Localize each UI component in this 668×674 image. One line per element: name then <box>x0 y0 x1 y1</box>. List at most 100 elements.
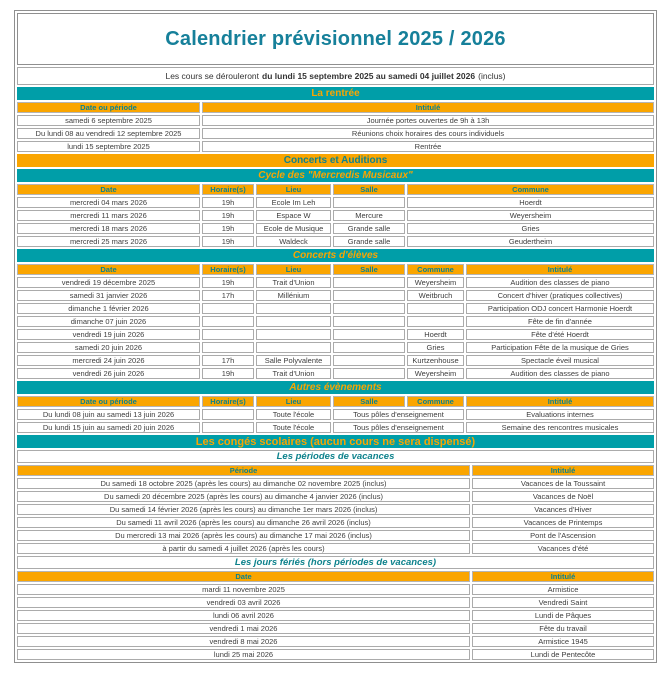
table-cell <box>256 303 331 314</box>
section-bar-jours-feries: Les jours fériés (hors périodes de vacan… <box>17 556 654 569</box>
table-row: Du mercredi 13 mai 2026 (après les cours… <box>17 530 654 541</box>
page-title: Calendrier prévisionnel 2025 / 2026 <box>17 13 654 65</box>
table-cell: Mercure <box>333 210 405 221</box>
table-cell: Kurtzenhouse <box>407 355 464 366</box>
table-cell <box>333 355 405 366</box>
table-cell: vendredi 19 juin 2026 <box>17 329 200 340</box>
table-cell: Millénium <box>256 290 331 301</box>
table-cell: Toute l'école <box>256 422 331 433</box>
table-cell: Waldeck <box>256 236 331 247</box>
table-cell: Vacances d'été <box>472 543 654 554</box>
table-cell: mercredi 18 mars 2026 <box>17 223 200 234</box>
table-cell: 19h <box>202 223 254 234</box>
table-cell <box>202 329 254 340</box>
column-header: Intitulé <box>466 264 654 275</box>
section-bar-conges: Les congés scolaires (aucun cours ne ser… <box>17 435 654 448</box>
table-cell: samedi 6 septembre 2025 <box>17 115 200 126</box>
table-cell: lundi 15 septembre 2025 <box>17 141 200 152</box>
column-header: Salle <box>333 396 405 407</box>
table-cell: Audition des classes de piano <box>466 368 654 379</box>
column-header: Salle <box>333 184 405 195</box>
column-header: Lieu <box>256 396 331 407</box>
column-header: Intitulé <box>472 465 654 476</box>
table-cell: Weyersheim <box>407 368 464 379</box>
header-row: Date Horaire(s) Lieu Salle Commune <box>17 184 654 195</box>
table-cell <box>333 290 405 301</box>
table-cell: Weitbruch <box>407 290 464 301</box>
table-row: dimanche 07 juin 2026 Fête de fin d'anné… <box>17 316 654 327</box>
table-cell: Journée portes ouvertes de 9h à 13h <box>202 115 654 126</box>
table-cell: Du lundi 15 juin au samedi 20 juin 2026 <box>17 422 200 433</box>
table-cell: Armistice 1945 <box>472 636 654 647</box>
subtitle-pre: Les cours se dérouleront <box>165 71 260 81</box>
table-cell: Lundi de Pentecôte <box>472 649 654 660</box>
table-row: mercredi 11 mars 2026 19h Espace W Mercu… <box>17 210 654 221</box>
table-cell: vendredi 8 mai 2026 <box>17 636 470 647</box>
table-cell: Hoerdt <box>407 197 654 208</box>
table-row: vendredi 8 mai 2026 Armistice 1945 <box>17 636 654 647</box>
table-cell: mercredi 25 mars 2026 <box>17 236 200 247</box>
table-row: mercredi 25 mars 2026 19h Waldeck Grande… <box>17 236 654 247</box>
table-cell: lundi 25 mai 2026 <box>17 649 470 660</box>
table-cell: mercredi 24 juin 2026 <box>17 355 200 366</box>
table-row: mercredi 04 mars 2026 19h Ecole Im Leh H… <box>17 197 654 208</box>
table-cell: Concert d'hiver (pratiques collectives) <box>466 290 654 301</box>
table-row: Du lundi 15 juin au samedi 20 juin 2026 … <box>17 422 654 433</box>
table-cell: Vacances de Printemps <box>472 517 654 528</box>
table-row: dimanche 1 février 2026 Participation OD… <box>17 303 654 314</box>
column-header: Intitulé <box>472 571 654 582</box>
column-header: Date ou période <box>17 396 200 407</box>
column-header: Commune <box>407 264 464 275</box>
table-cell: 17h <box>202 355 254 366</box>
table-cell: Semaine des rencontres musicales <box>466 422 654 433</box>
column-header: Horaire(s) <box>202 396 254 407</box>
table-row: Du samedi 11 avril 2026 (après les cours… <box>17 517 654 528</box>
table-cell: vendredi 19 décembre 2025 <box>17 277 200 288</box>
table-row: samedi 6 septembre 2025 Journée portes o… <box>17 115 654 126</box>
table-cell <box>407 303 464 314</box>
document-page: Calendrier prévisionnel 2025 / 2026 Les … <box>14 10 657 663</box>
section-bar-autres-evenements: Autres évènements <box>17 381 654 394</box>
table-cell <box>202 316 254 327</box>
table-cell: Trait d'Union <box>256 277 331 288</box>
table-cell: Pont de l'Ascension <box>472 530 654 541</box>
table-cell: Gries <box>407 342 464 353</box>
table-cell: Participation ODJ concert Harmonie Hoerd… <box>466 303 654 314</box>
table-row: vendredi 19 juin 2026 Hoerdt Fête d'été … <box>17 329 654 340</box>
column-header: Lieu <box>256 264 331 275</box>
table-row: vendredi 26 juin 2026 19h Trait d'Union … <box>17 368 654 379</box>
table-cell <box>333 197 405 208</box>
table-cell: Rentrée <box>202 141 654 152</box>
column-header: Intitulé <box>202 102 654 113</box>
table-cell: Du lundi 08 au vendredi 12 septembre 202… <box>17 128 200 139</box>
table-cell: Ecole de Musique <box>256 223 331 234</box>
table-cell: 19h <box>202 236 254 247</box>
table-cell: Espace W <box>256 210 331 221</box>
table-cell <box>333 342 405 353</box>
table-cell: Fête du travail <box>472 623 654 634</box>
table-row: vendredi 03 avril 2026 Vendredi Saint <box>17 597 654 608</box>
column-header: Lieu <box>256 184 331 195</box>
table-cell: Vacances de Noël <box>472 491 654 502</box>
table-cell: Geudertheim <box>407 236 654 247</box>
table-row: lundi 25 mai 2026 Lundi de Pentecôte <box>17 649 654 660</box>
table-row: mercredi 18 mars 2026 19h Ecole de Musiq… <box>17 223 654 234</box>
subtitle: Les cours se dérouleront du lundi 15 sep… <box>17 67 654 85</box>
section-bar-concerts-eleves: Concerts d'élèves <box>17 249 654 262</box>
table-cell <box>256 316 331 327</box>
column-header: Date <box>17 184 200 195</box>
column-header: Horaire(s) <box>202 264 254 275</box>
table-cell: samedi 31 janvier 2026 <box>17 290 200 301</box>
section-bar-mercredis: Cycle des "Mercredis Musicaux" <box>17 169 654 182</box>
section-bar-vacances: Les périodes de vacances <box>17 450 654 463</box>
header-row: Date ou période Intitulé <box>17 102 654 113</box>
table-cell: Grande salle <box>333 236 405 247</box>
table-row: mardi 11 novembre 2025 Armistice <box>17 584 654 595</box>
table-cell: Hoerdt <box>407 329 464 340</box>
table-row: samedi 31 janvier 2026 17h Millénium Wei… <box>17 290 654 301</box>
table-row: vendredi 1 mai 2026 Fête du travail <box>17 623 654 634</box>
table-cell: Ecole Im Leh <box>256 197 331 208</box>
table-cell <box>256 329 331 340</box>
column-header: Commune <box>407 184 654 195</box>
subtitle-post: (inclus) <box>478 71 506 81</box>
